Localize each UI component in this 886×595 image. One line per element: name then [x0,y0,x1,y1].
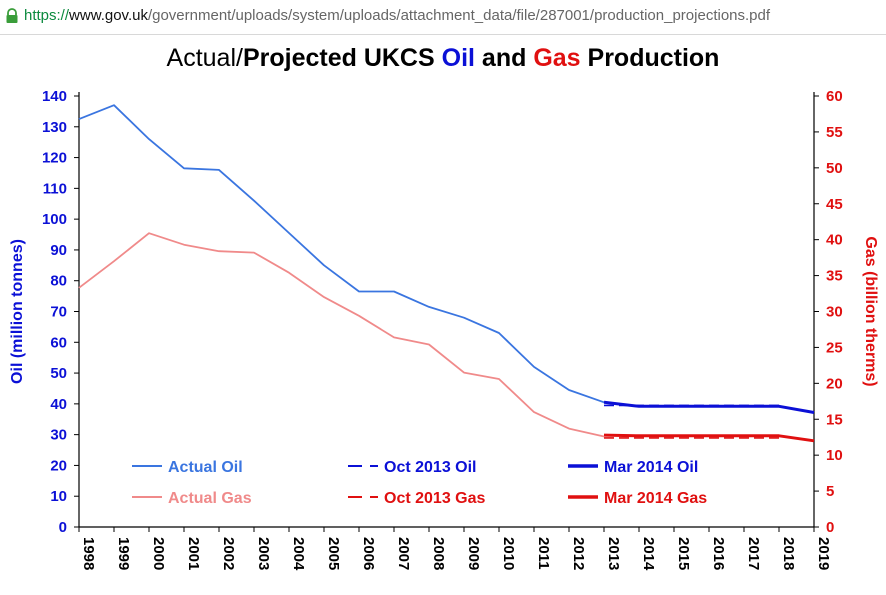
right-tick-label: 10 [826,447,843,464]
left-tick-label: 10 [50,488,67,505]
right-tick-label: 50 [826,160,843,177]
left-tick-label: 60 [50,334,67,351]
x-tick-label: 2018 [780,537,797,570]
legend-label-mar-2014-gas: Mar 2014 Gas [604,490,707,507]
series-mar-2014-oil-line [603,400,815,414]
left-tick-label: 40 [50,396,67,413]
x-tick-label: 2017 [745,537,762,570]
x-tick-label: 2004 [290,537,307,571]
left-tick-label: 0 [59,519,67,536]
left-tick-label: 140 [42,88,67,105]
x-tick-label: 2005 [325,537,342,570]
x-tick-label: 2015 [675,537,692,570]
url-host: www.gov.uk [69,7,148,24]
right-tick-label: 15 [826,411,843,428]
right-tick-label: 40 [826,232,843,249]
series-actual-gas-line [78,232,605,438]
x-tick-label: 1998 [80,537,97,570]
left-tick-label: 130 [42,119,67,136]
legend-label-actual-gas: Actual Gas [168,490,252,507]
title-prefix: Actual/ [166,44,243,72]
left-tick-label: 120 [42,150,67,167]
right-tick-label: 35 [826,268,843,285]
x-tick-label: 2007 [395,537,412,570]
right-tick-label: 0 [826,519,834,536]
left-tick-label: 110 [43,180,67,197]
x-tick-label: 2016 [710,537,727,570]
right-tick-label: 30 [826,304,843,321]
title-oil: Oil [441,44,475,72]
legend-label-actual-oil: Actual Oil [168,459,243,476]
right-tick-label: 25 [826,339,843,356]
left-tick-label: 20 [50,457,67,474]
right-tick-label: 45 [826,196,843,213]
url-path: /government/uploads/system/uploads/attac… [147,7,771,24]
x-tick-label: 2003 [255,537,272,570]
left-tick-label: 90 [50,242,67,259]
x-tick-label: 2011 [535,537,552,570]
x-tick-label: 2010 [500,537,517,570]
right-tick-label: 20 [826,375,843,392]
x-tick-label: 2013 [605,537,622,570]
left-tick-label: 30 [50,427,67,444]
url-text[interactable]: https://www.gov.uk/government/uploads/sy… [24,7,770,24]
left-tick-label: 80 [50,273,67,290]
right-tick-label: 5 [826,483,834,500]
x-tick-label: 2002 [220,537,237,570]
legend-label-oct-2013-gas: Oct 2013 Gas [384,490,486,507]
series-actual-oil-line [78,104,605,404]
title-gas: Gas [533,44,581,72]
x-tick-label: 2014 [640,537,657,571]
legend-label-mar-2014-oil: Mar 2014 Oil [604,459,698,476]
title-suffix: Production [580,44,720,72]
legend-label-oct-2013-oil: Oct 2013 Oil [384,459,477,476]
left-tick-label: 100 [42,211,67,228]
x-tick-label: 1999 [115,537,132,570]
x-tick-label: 2008 [430,537,447,570]
title-and: and [474,44,534,72]
x-tick-label: 2019 [815,537,832,570]
right-tick-label: 55 [826,124,843,141]
title-projected: Projected UKCS [242,44,442,72]
x-tick-label: 2001 [185,537,202,570]
x-tick-label: 2000 [150,537,167,570]
url-scheme: https:// [24,7,70,24]
series-mar-2014-gas-line [603,433,815,443]
left-tick-label: 70 [50,304,67,321]
x-tick-label: 2009 [465,537,482,570]
x-tick-label: 2012 [570,537,587,570]
chart-title: Actual/Projected UKCS Oil and Gas Produc… [0,44,886,73]
right-axis-label: Gas (billion therms) [862,236,879,386]
address-bar[interactable]: https://www.gov.uk/government/uploads/sy… [0,0,886,35]
left-axis-label: Oil (million tonnes) [9,239,26,384]
production-chart: 0 10 20 30 40 50 60 70 80 90 100 110 120 130 140 0 5 10 15… [9,88,879,571]
left-tick-label: 50 [50,365,67,382]
right-tick-label: 60 [826,88,843,105]
lock-icon [6,8,18,23]
x-tick-label: 2006 [360,537,377,570]
